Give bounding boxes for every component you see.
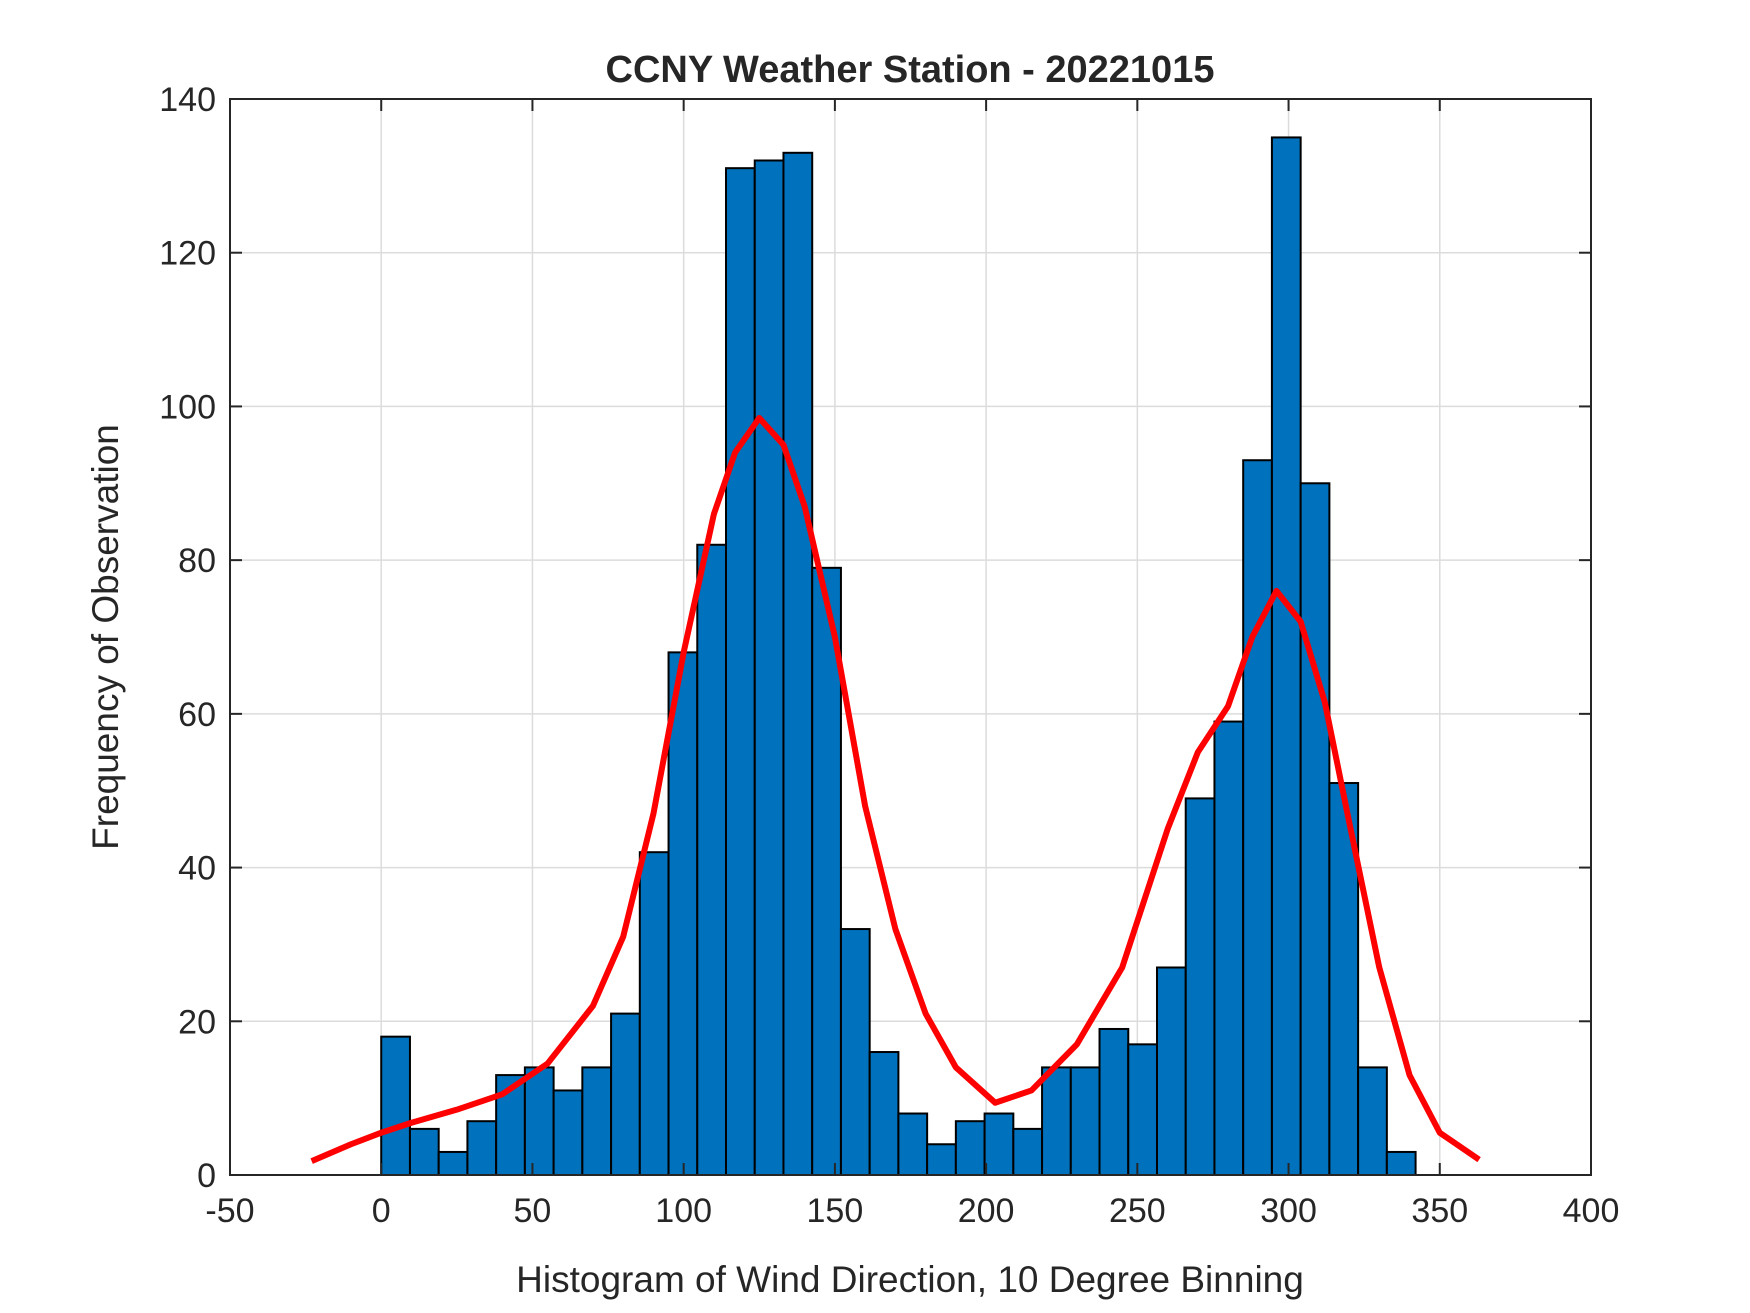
x-tick-label: 400 (1563, 1192, 1620, 1230)
y-tick-label: 20 (178, 1003, 216, 1041)
bar (954, 1120, 986, 1176)
x-tick-label: 300 (1260, 1192, 1317, 1230)
x-tick-label: 100 (655, 1192, 712, 1230)
bar (1385, 1150, 1417, 1177)
x-tick-label: 250 (1109, 1192, 1166, 1230)
x-tick-label: 150 (807, 1192, 864, 1230)
y-tick-label: 40 (178, 850, 216, 888)
bar (1299, 482, 1331, 1176)
bar (581, 1066, 613, 1177)
y-tick-label: 60 (178, 696, 216, 734)
bar (1270, 136, 1302, 1176)
y-tick-label: 140 (159, 81, 216, 119)
x-tick-label: -50 (205, 1192, 254, 1230)
bar (897, 1112, 929, 1176)
bar (1127, 1043, 1158, 1177)
x-tick-label: 200 (958, 1192, 1015, 1230)
y-tick-label: 0 (197, 1157, 216, 1195)
y-tick-label: 100 (159, 388, 216, 426)
x-tick-label: 0 (372, 1192, 391, 1230)
bar (1098, 1027, 1130, 1176)
bar (868, 1051, 900, 1176)
bar (408, 1127, 440, 1177)
bar (753, 159, 785, 1176)
bar (811, 566, 842, 1176)
bar (926, 1143, 957, 1177)
bar (552, 1089, 584, 1177)
bar (1155, 966, 1187, 1176)
bar (380, 1035, 411, 1176)
bar (667, 651, 699, 1176)
bar (1069, 1066, 1101, 1177)
bar (983, 1112, 1015, 1176)
bar (1184, 797, 1216, 1177)
axes-box (229, 98, 1592, 1176)
bar (437, 1150, 469, 1177)
bar (1242, 459, 1273, 1176)
x-tick-label: 50 (514, 1192, 552, 1230)
bar (696, 543, 728, 1176)
bar (523, 1066, 555, 1177)
bar (1213, 720, 1245, 1176)
bar (610, 1012, 641, 1176)
bar (1357, 1066, 1388, 1177)
bar (782, 151, 814, 1177)
chart-title: CCNY Weather Station - 20221015 (606, 49, 1215, 91)
x-axis-label: Histogram of Wind Direction, 10 Degree B… (516, 1259, 1304, 1300)
bar (1041, 1066, 1072, 1177)
bar (1012, 1127, 1044, 1177)
fit-curve (310, 414, 1481, 1164)
bar (466, 1120, 498, 1176)
y-tick-label: 80 (178, 542, 216, 580)
y-tick-label: 120 (159, 235, 216, 273)
bar (725, 167, 756, 1176)
y-axis-label: Frequency of Observation (85, 424, 126, 850)
bar (839, 928, 871, 1176)
x-tick-label: 350 (1411, 1192, 1468, 1230)
bar (638, 851, 670, 1176)
